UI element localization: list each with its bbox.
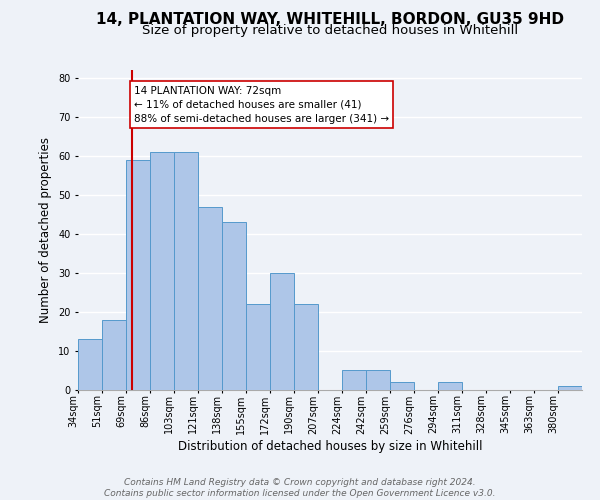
Bar xyxy=(198,206,222,390)
X-axis label: Distribution of detached houses by size in Whitehill: Distribution of detached houses by size … xyxy=(178,440,482,454)
Bar xyxy=(246,304,270,390)
Bar xyxy=(294,304,318,390)
Bar xyxy=(102,320,126,390)
Bar xyxy=(78,340,102,390)
Text: Contains HM Land Registry data © Crown copyright and database right 2024.
Contai: Contains HM Land Registry data © Crown c… xyxy=(104,478,496,498)
Bar xyxy=(270,273,294,390)
Bar xyxy=(558,386,582,390)
Bar xyxy=(366,370,390,390)
Text: 14, PLANTATION WAY, WHITEHILL, BORDON, GU35 9HD: 14, PLANTATION WAY, WHITEHILL, BORDON, G… xyxy=(96,12,564,28)
Bar xyxy=(222,222,246,390)
Text: 14 PLANTATION WAY: 72sqm
← 11% of detached houses are smaller (41)
88% of semi-d: 14 PLANTATION WAY: 72sqm ← 11% of detach… xyxy=(134,86,389,124)
Bar xyxy=(438,382,462,390)
Text: Size of property relative to detached houses in Whitehill: Size of property relative to detached ho… xyxy=(142,24,518,37)
Bar xyxy=(174,152,198,390)
Bar xyxy=(342,370,366,390)
Bar xyxy=(390,382,414,390)
Bar xyxy=(150,152,174,390)
Y-axis label: Number of detached properties: Number of detached properties xyxy=(40,137,52,323)
Bar xyxy=(126,160,150,390)
